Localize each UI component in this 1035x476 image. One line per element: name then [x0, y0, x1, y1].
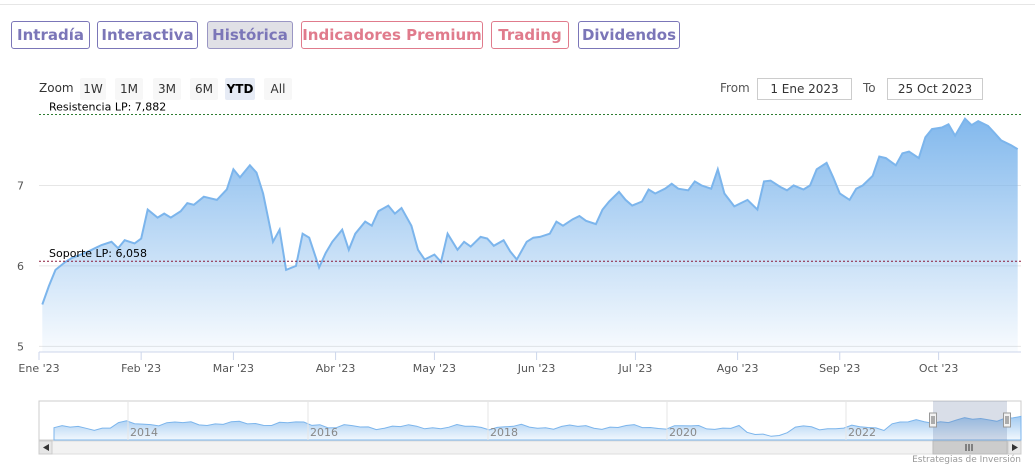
zoom-1m-button[interactable]: 1M — [115, 78, 143, 100]
x-tick-label: Ene '23 — [18, 362, 59, 375]
zoom-3m-button[interactable]: 3M — [153, 78, 181, 100]
x-tick-label: Jul '23 — [618, 362, 653, 375]
navigator-handle-left[interactable] — [929, 412, 937, 428]
to-label: To — [863, 81, 876, 95]
chart-credit: Estrategias de Inversión — [912, 455, 1021, 465]
tab-indicadores-premium[interactable]: Indicadores Premium — [301, 21, 483, 49]
series-line — [41, 117, 1019, 305]
from-date-input[interactable]: 1 Ene 2023 — [757, 78, 852, 100]
zoom-1w-button[interactable]: 1W — [80, 78, 106, 100]
navigator-tick-label: 2016 — [310, 426, 338, 439]
navigator-series — [53, 415, 1022, 441]
x-tick-label: May '23 — [413, 362, 456, 375]
y-tick-label: 7 — [17, 179, 24, 192]
zoom-all-button[interactable]: All — [264, 78, 292, 100]
resistance-label: Resistencia LP: 7,882 — [49, 100, 166, 113]
zoom-6m-button[interactable]: 6M — [190, 78, 218, 100]
tab-dividendos[interactable]: Dividendos — [578, 21, 680, 49]
chevron-right-icon — [1012, 444, 1018, 451]
to-date-input[interactable]: 25 Oct 2023 — [887, 78, 983, 100]
scrollbar-track — [38, 440, 1022, 455]
support-label: Soporte LP: 6,058 — [49, 247, 147, 260]
tab-historica[interactable]: Histórica — [207, 21, 293, 49]
scrollbar-thumb[interactable] — [932, 440, 1008, 455]
x-tick-label: Mar '23 — [213, 362, 254, 375]
x-tick-label: Ago '23 — [717, 362, 759, 375]
series-area — [42, 118, 1018, 352]
navigator-tick-label: 2020 — [669, 426, 697, 439]
zoom-label: Zoom — [39, 81, 74, 95]
tab-interactiva[interactable]: Interactiva — [97, 21, 198, 49]
navigator-tick-label: 2018 — [490, 426, 518, 439]
tab-trading[interactable]: Trading — [491, 21, 569, 49]
navigator-tick-label: 2022 — [848, 426, 876, 439]
x-tick-label: Jun '23 — [517, 362, 556, 375]
navigator-tick-label: 2014 — [130, 426, 158, 439]
x-tick-label: Feb '23 — [121, 362, 161, 375]
chevron-left-icon — [43, 444, 49, 451]
x-tick-label: Abr '23 — [316, 362, 356, 375]
tab-intradia[interactable]: Intradía — [11, 21, 90, 49]
zoom-ytd-button[interactable]: YTD — [225, 78, 255, 100]
y-tick-label: 5 — [17, 340, 24, 353]
x-tick-label: Oct '23 — [919, 362, 959, 375]
top-divider — [0, 4, 1035, 5]
y-tick-label: 6 — [17, 260, 24, 273]
navigator-selection — [933, 401, 1007, 440]
navigator-handle-right[interactable] — [1003, 412, 1011, 428]
x-tick-label: Sep '23 — [819, 362, 860, 375]
from-label: From — [720, 81, 750, 95]
